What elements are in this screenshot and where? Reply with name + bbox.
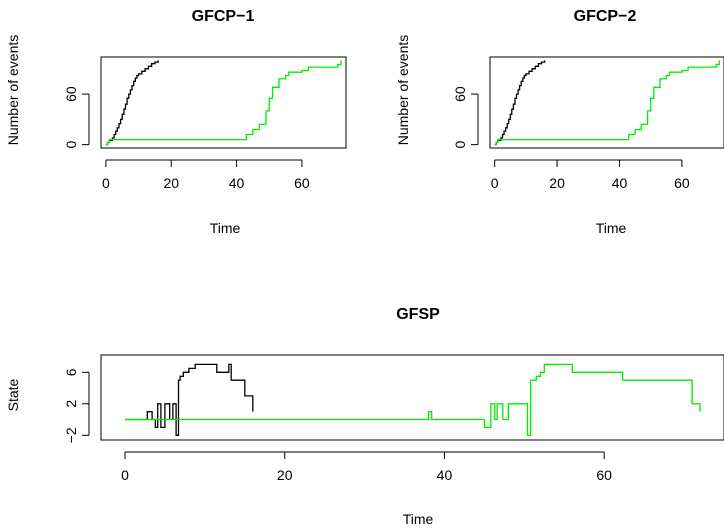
- x-tick-label: 20: [277, 467, 293, 483]
- panel-gfsp: GFSP State Time 0 20 40 60 −2 2 6: [5, 306, 724, 527]
- x-tick-label: 0: [102, 175, 110, 191]
- y-axis: 0 60: [452, 86, 479, 149]
- x-tick-label: 0: [491, 175, 499, 191]
- y-axis-label: State: [5, 378, 21, 411]
- series-line-1: [125, 363, 254, 436]
- y-axis-label: Number of events: [5, 35, 21, 146]
- x-tick-label: 20: [549, 175, 565, 191]
- x-axis-label: Time: [596, 220, 627, 236]
- panel-gfcp-2: GFCP−2 Number of events Time 0 20 40 60 0 60: [395, 8, 724, 236]
- plot-area: 0 20 40 60 −2 2 6: [63, 354, 724, 483]
- series-line-1: [494, 60, 546, 146]
- x-tick-label: 60: [596, 467, 612, 483]
- plot-frame: [100, 56, 347, 149]
- plot-area: 0 20 40 60 0 60: [63, 56, 347, 191]
- y-tick-label: 60: [63, 86, 79, 102]
- x-tick-label: 40: [437, 467, 453, 483]
- plot-area: 0 20 40 60 0 60: [452, 56, 724, 191]
- plot-frame: [100, 354, 724, 441]
- y-tick-label: 2: [63, 400, 79, 408]
- y-tick-label: −2: [63, 427, 79, 443]
- x-axis: 0 20 40 60: [102, 159, 310, 191]
- x-tick-label: 60: [294, 175, 310, 191]
- y-axis-label: Number of events: [395, 35, 411, 146]
- y-tick-label: 60: [452, 86, 468, 102]
- x-tick-label: 20: [163, 175, 179, 191]
- x-tick-label: 40: [229, 175, 245, 191]
- x-tick-label: 0: [121, 467, 129, 483]
- x-axis: 0 20 40 60: [491, 159, 690, 191]
- x-axis-label: Time: [210, 220, 241, 236]
- series-line-2: [125, 363, 701, 436]
- chart-title: GFSP: [396, 306, 440, 323]
- y-tick-label: 0: [63, 141, 79, 149]
- panel-gfcp-1: GFCP−1 Number of events Time 0 20 40 60 0 60: [5, 8, 347, 236]
- x-axis: 0 20 40 60: [121, 451, 612, 483]
- x-tick-label: 60: [674, 175, 690, 191]
- y-tick-label: 0: [452, 141, 468, 149]
- x-axis-label: Time: [403, 511, 434, 527]
- y-tick-label: 6: [63, 368, 79, 376]
- x-tick-label: 40: [612, 175, 628, 191]
- y-axis: 0 60: [63, 86, 90, 149]
- series-line-1: [105, 60, 159, 146]
- chart-title: GFCP−1: [192, 8, 255, 25]
- chart-title: GFCP−2: [574, 8, 637, 25]
- y-axis: −2 2 6: [63, 368, 90, 443]
- series-line-2: [105, 60, 342, 146]
- plot-frame: [489, 56, 724, 149]
- series-line-2: [494, 60, 720, 146]
